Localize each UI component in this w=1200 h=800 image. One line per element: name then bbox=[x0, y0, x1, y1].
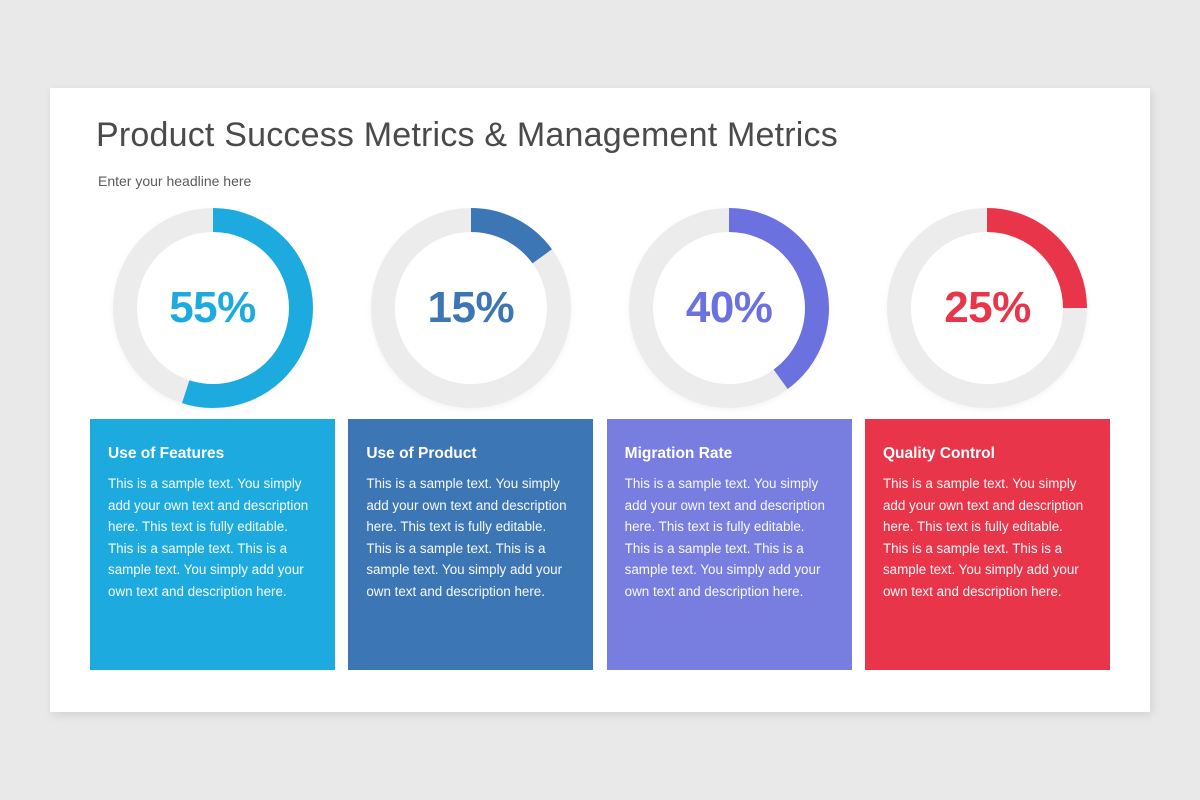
donut-svg bbox=[112, 208, 313, 408]
metric-column: 55% Use of Features This is a sample text.… bbox=[90, 204, 335, 670]
slide-panel: Product Success Metrics & Management Met… bbox=[50, 88, 1150, 712]
donut-chart-4: 25% bbox=[883, 204, 1091, 412]
donut-svg bbox=[629, 208, 830, 408]
donut-arc bbox=[370, 208, 571, 408]
donut-arc bbox=[887, 208, 1088, 408]
card-body: This is a sample text. You simply add yo… bbox=[624, 476, 825, 599]
donut-svg bbox=[887, 208, 1088, 408]
card-body: This is a sample text. You simply add yo… bbox=[108, 476, 309, 599]
metric-column: 15% Use of Product This is a sample text. … bbox=[348, 204, 594, 670]
card-title: Quality Control bbox=[882, 445, 995, 462]
card-body: This is a sample text. You simply add yo… bbox=[366, 476, 567, 599]
page-subtitle: Enter your headline here bbox=[98, 173, 252, 189]
donut-arc bbox=[112, 208, 313, 408]
donut-chart-3: 40% bbox=[625, 204, 833, 412]
metric-card-3[interactable]: Migration Rate This is a sample text. You… bbox=[606, 419, 852, 670]
metric-column: 40% Migration Rate This is a sample text. … bbox=[606, 204, 852, 670]
donut-chart-1: 55% bbox=[109, 204, 317, 412]
metric-card-1[interactable]: Use of Features This is a sample text. Yo… bbox=[90, 419, 335, 670]
donut-value-label: 25% bbox=[944, 283, 1031, 332]
card-title: Migration Rate bbox=[624, 445, 733, 462]
donut-arc bbox=[629, 208, 830, 408]
donut-value-label: 15% bbox=[427, 283, 515, 332]
metric-card-4[interactable]: Quality Control This is a sample text. Yo… bbox=[864, 419, 1110, 670]
donut-svg bbox=[370, 208, 571, 408]
card-title: Use of Product bbox=[366, 445, 477, 462]
donut-chart-2: 15% bbox=[367, 204, 575, 412]
card-title: Use of Features bbox=[108, 445, 225, 462]
metrics-columns: 55% Use of Features This is a sample text.… bbox=[90, 204, 1110, 670]
metric-column: 25% Quality Control This is a sample text.… bbox=[864, 204, 1110, 670]
page-title: Product Success Metrics & Management Met… bbox=[96, 116, 838, 154]
metric-card-2[interactable]: Use of Product This is a sample text. You… bbox=[348, 419, 594, 670]
donut-value-label: 40% bbox=[685, 283, 773, 332]
card-body: This is a sample text. You simply add yo… bbox=[882, 476, 1084, 599]
donut-value-label: 55% bbox=[169, 283, 256, 332]
